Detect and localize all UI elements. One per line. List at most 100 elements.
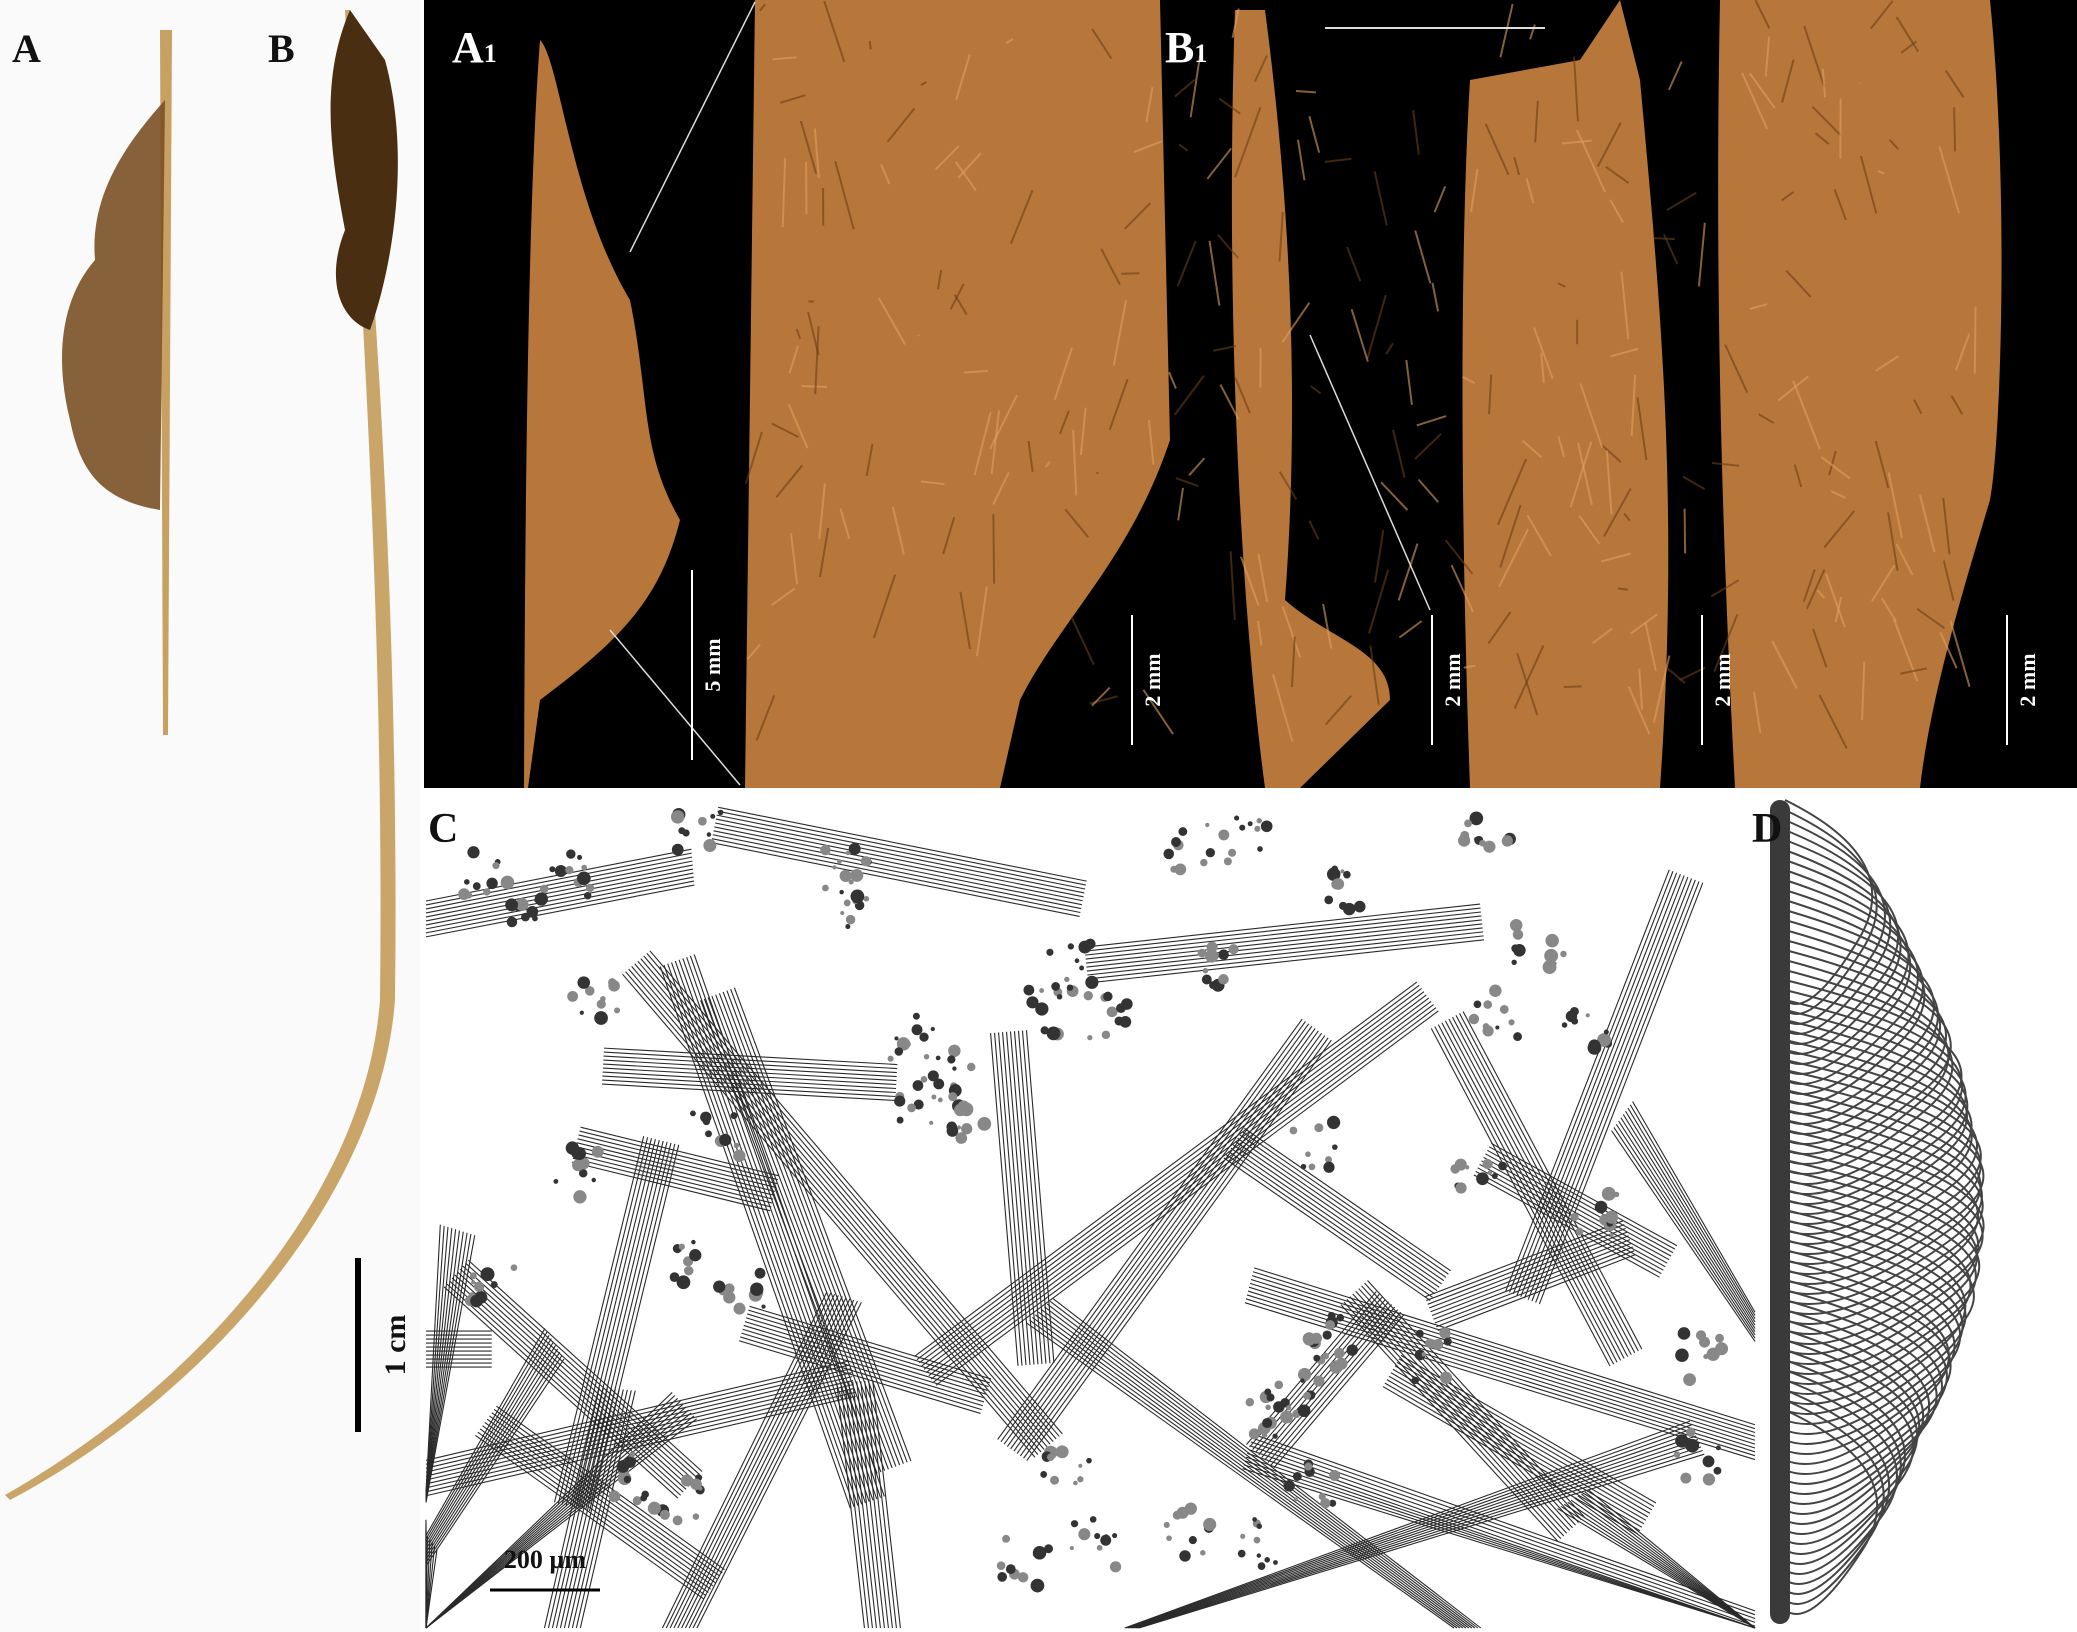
fibre-texture — [1324, 157, 1352, 163]
fibre-line — [926, 997, 1430, 1373]
scale-label-2mm: 2 mm — [1140, 653, 1165, 706]
fibre-texture — [1498, 528, 1530, 588]
fibre-line — [1512, 872, 1678, 1295]
granule — [1273, 1401, 1285, 1413]
looping-fibre — [1784, 1339, 1919, 1545]
granule — [730, 1112, 738, 1120]
fibre-texture — [975, 586, 988, 657]
fibre-line — [602, 1079, 896, 1098]
fibre-texture — [1385, 342, 1394, 355]
granule — [1202, 967, 1209, 974]
granule — [1163, 1521, 1170, 1529]
specimen-photo — [1462, 0, 1669, 788]
granule — [1087, 1034, 1093, 1041]
fibre-texture — [1600, 552, 1631, 563]
granule — [1439, 1327, 1451, 1339]
granule — [1253, 1536, 1261, 1544]
fibre-line — [1625, 1110, 1756, 1323]
fibre-line — [559, 1388, 616, 1629]
fibre-line — [1538, 882, 1704, 1305]
granule — [1677, 1327, 1691, 1340]
fibre-line — [1560, 1505, 1756, 1629]
fibre-line — [1086, 927, 1483, 972]
panel-label-a1: A1 — [452, 23, 497, 72]
fibre-line — [712, 834, 1082, 910]
granule — [724, 1283, 735, 1294]
fibre-line — [425, 1226, 449, 1495]
granule — [1473, 1000, 1482, 1009]
fibre-line — [425, 1364, 851, 1465]
granule — [632, 1496, 642, 1506]
granule — [1188, 1536, 1197, 1545]
fibre-texture — [1754, 0, 1771, 29]
granule — [863, 896, 870, 902]
fibre-line — [1251, 1437, 1756, 1616]
granule — [1002, 1534, 1010, 1543]
fibre-texture — [920, 81, 928, 86]
fibre-line — [1557, 1508, 1756, 1629]
fibre-texture — [1653, 237, 1675, 241]
fibre-texture — [1417, 478, 1440, 503]
granule — [1415, 1329, 1424, 1338]
granule — [1594, 1200, 1608, 1214]
fibre-texture — [1811, 105, 1842, 137]
granule — [483, 888, 491, 896]
fibre-texture — [788, 345, 800, 374]
granule — [1223, 857, 1232, 866]
granule — [1603, 1029, 1609, 1035]
scale-label-1cm: 1 cm — [379, 1315, 412, 1376]
fibre-line — [1349, 1296, 1568, 1534]
fibre-texture — [1233, 376, 1251, 414]
granule — [1329, 1499, 1337, 1507]
fibre-texture — [1752, 691, 1762, 734]
looping-fibre — [1784, 1239, 1962, 1445]
fibre-texture — [1777, 375, 1809, 402]
granule — [1476, 1172, 1489, 1186]
fibre-line — [1343, 1301, 1562, 1540]
granule — [1483, 840, 1496, 853]
granule — [1329, 1470, 1341, 1482]
granule — [930, 1026, 935, 1032]
fibre-line — [1255, 1298, 1386, 1453]
fibre-line — [1567, 1501, 1756, 1629]
fibre-line — [718, 806, 1087, 882]
granule — [1172, 1510, 1182, 1520]
granule — [672, 1515, 683, 1526]
fibre-texture — [1499, 504, 1522, 568]
fibre-line — [1087, 935, 1484, 980]
fibre-line — [425, 1368, 851, 1469]
granule — [1498, 1161, 1507, 1171]
fibre-texture — [1682, 475, 1706, 491]
granule — [1699, 1336, 1711, 1348]
scale-label-5mm: 5 mm — [700, 638, 725, 691]
fibre-line — [1520, 875, 1685, 1297]
fibre-line — [714, 826, 1083, 902]
fibre-line — [477, 1431, 707, 1597]
fibre-texture — [1257, 553, 1269, 602]
granule — [1313, 1375, 1325, 1387]
fibre-line — [1250, 1278, 1756, 1437]
granule — [577, 976, 591, 989]
granule — [1300, 1163, 1307, 1170]
panel-a-b: A B 1 cm — [0, 0, 420, 1632]
granule — [578, 1168, 588, 1178]
granule — [913, 1099, 924, 1110]
fibre-line — [1228, 1150, 1436, 1295]
fibre-line — [425, 872, 694, 926]
fibre-texture — [1666, 191, 1697, 212]
granule — [1702, 1455, 1715, 1468]
fibre-texture — [1573, 56, 1579, 122]
granule — [591, 1177, 596, 1183]
fibre-line — [425, 1394, 676, 1629]
fibre-line — [580, 1126, 780, 1177]
fibre-texture — [1488, 374, 1493, 415]
granule — [1300, 1378, 1305, 1383]
granule — [1425, 1338, 1435, 1349]
granule — [566, 849, 576, 859]
fibre-line — [1340, 1304, 1559, 1542]
looping-fibre — [1784, 949, 1952, 1155]
fibre-line — [990, 1033, 1019, 1366]
fibre-texture — [1444, 539, 1474, 575]
fibre-line — [1527, 878, 1693, 1300]
fibre-texture — [1781, 59, 1795, 103]
